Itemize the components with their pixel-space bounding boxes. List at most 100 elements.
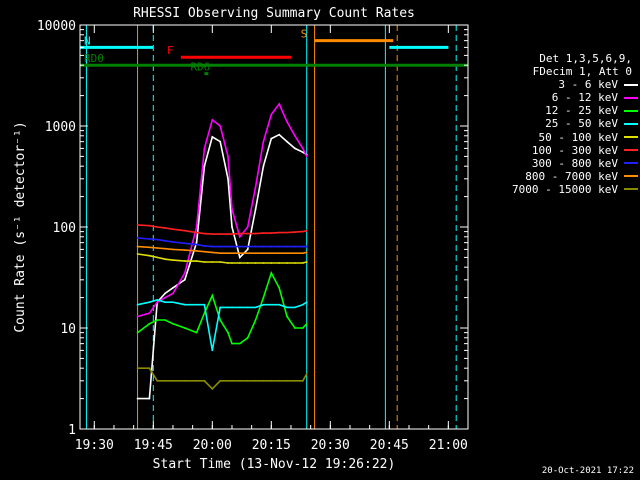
data-point	[238, 379, 241, 382]
data-point	[270, 245, 273, 248]
y-tick-label: 100	[53, 221, 76, 236]
legend-swatch	[624, 96, 638, 99]
data-point	[278, 103, 281, 105]
data-point	[195, 331, 198, 334]
data-point	[294, 147, 296, 150]
data-point	[219, 261, 222, 263]
data-point	[305, 322, 308, 325]
data-point	[254, 232, 257, 235]
legend-label: 6 - 12 keV	[551, 91, 618, 105]
data-point	[286, 120, 288, 123]
x-axis-label: Start Time (13-Nov-12 19:26:22)	[153, 457, 396, 472]
data-point	[278, 286, 281, 289]
data-point	[227, 331, 229, 334]
legend-item: 6 - 12 keV	[472, 91, 638, 104]
data-point	[203, 232, 206, 235]
data-point	[183, 229, 186, 232]
data-point	[262, 232, 265, 235]
data-point	[238, 245, 241, 248]
legend-swatch	[624, 162, 638, 165]
x-tick-label: 20:15	[252, 438, 291, 453]
data-point	[270, 262, 273, 264]
data-point	[183, 242, 186, 245]
data-point	[136, 331, 139, 334]
y-tick-label: 1	[68, 423, 76, 438]
data-point	[227, 177, 229, 180]
data-point	[219, 233, 222, 236]
legend-label: 12 - 25 keV	[545, 104, 618, 118]
flag-label: F	[167, 44, 174, 57]
data-point	[254, 208, 257, 211]
data-point	[246, 252, 249, 255]
data-point	[219, 125, 222, 127]
data-point	[231, 342, 233, 345]
data-point	[246, 245, 249, 248]
data-point	[231, 245, 233, 248]
data-point	[262, 379, 265, 382]
data-point	[305, 373, 308, 375]
data-point	[195, 303, 198, 306]
data-point	[164, 226, 167, 229]
data-point	[183, 249, 186, 252]
data-point	[305, 229, 308, 232]
data-point	[195, 241, 198, 244]
legend-item: 7000 - 15000 keV	[472, 183, 638, 196]
x-tick-label: 20:45	[370, 438, 409, 453]
legend-label: 50 - 100 keV	[538, 130, 618, 144]
data-point	[227, 306, 229, 309]
data-point	[301, 303, 304, 306]
data-point	[172, 286, 174, 289]
data-point	[219, 252, 222, 255]
legend-label: 800 - 7000 keV	[525, 169, 618, 183]
data-point	[211, 387, 214, 390]
data-point	[231, 379, 233, 382]
data-point	[211, 245, 214, 248]
data-point	[136, 367, 139, 370]
y-axis-label: Count Rate (s⁻¹ detector⁻¹)	[13, 121, 28, 332]
data-point	[246, 226, 249, 228]
data-point	[156, 379, 159, 382]
legend-swatch	[624, 123, 638, 126]
flag-label: S	[301, 28, 308, 41]
data-point	[238, 256, 241, 259]
data-point	[172, 259, 174, 262]
series-line	[137, 133, 308, 400]
data-point	[301, 379, 304, 382]
data-point	[211, 294, 214, 297]
data-point	[148, 246, 151, 249]
y-tick-label: 1000	[45, 120, 76, 135]
data-point	[278, 245, 281, 248]
chart-title: RHESSI Observing Summary Count Rates	[133, 6, 415, 21]
data-point	[156, 226, 159, 228]
data-point	[246, 232, 249, 235]
data-point	[203, 244, 206, 247]
data-point	[219, 379, 222, 382]
data-point	[246, 248, 249, 251]
data-point	[278, 252, 281, 255]
data-point	[164, 379, 167, 382]
data-point	[301, 252, 304, 255]
data-point	[156, 256, 159, 259]
data-point	[286, 306, 288, 309]
data-point	[195, 226, 198, 228]
data-point	[286, 315, 288, 318]
y-tick-label: 10000	[37, 19, 76, 34]
data-point	[136, 315, 139, 318]
data-point	[195, 231, 198, 234]
data-point	[270, 379, 273, 382]
series-line	[137, 224, 307, 235]
legend-swatch	[624, 109, 638, 112]
data-point	[203, 250, 206, 253]
data-point	[172, 379, 174, 382]
data-point	[238, 235, 241, 238]
series-line	[137, 270, 308, 345]
legend-item: 300 - 800 keV	[472, 157, 638, 170]
data-point	[172, 228, 174, 231]
data-point	[183, 327, 186, 329]
data-point	[227, 233, 229, 236]
data-point	[211, 118, 214, 121]
x-tick-label: 19:45	[134, 438, 173, 453]
data-point	[301, 230, 304, 233]
legend-swatch	[624, 149, 638, 152]
